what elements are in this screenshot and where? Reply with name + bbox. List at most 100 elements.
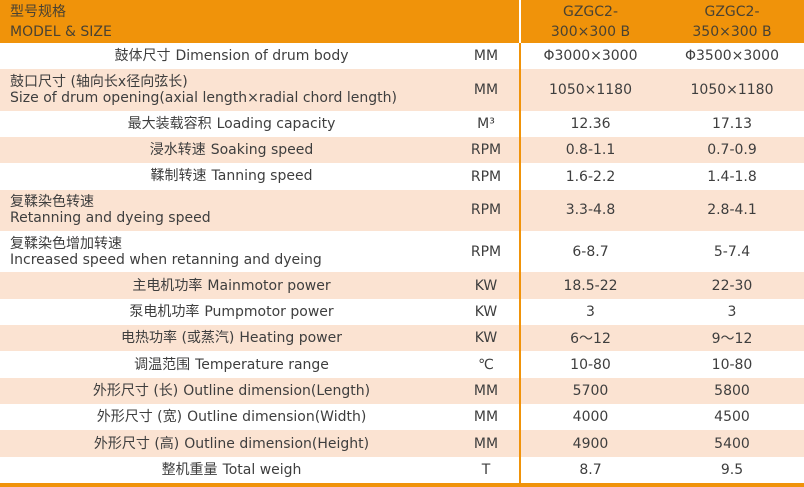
row-unit: ℃ (478, 356, 494, 373)
row-unit: RPM (470, 168, 502, 185)
header-title-cn: 型号规格 (10, 3, 66, 20)
row-label-cn: 复鞣染色增加转速 (10, 235, 122, 252)
row-label-cell: 电热功率 (或蒸汽) Heating power (0, 325, 453, 351)
row-unit: MM (473, 82, 499, 99)
row-label-en: Soaking speed (210, 142, 314, 159)
row-value-model-1: 4900 (519, 430, 660, 457)
row-value-model-2: 2.8-4.1 (707, 202, 757, 219)
row-label-en: Pumpmotor power (204, 303, 334, 320)
row-value-model-1: 5700 (519, 377, 660, 405)
row-value-model-1: 3.3-4.8 (519, 189, 660, 232)
row-unit: T (481, 461, 491, 478)
row-value-model-1: 0.8-1.1 (519, 137, 660, 164)
row-label-cn: 鞣制转速 (150, 168, 207, 185)
row-label-cn: 电热功率 (或蒸汽) (121, 330, 235, 347)
row-unit: MM (473, 435, 499, 452)
row-unit: RPM (470, 243, 502, 260)
row-value-model-1: 1.6-2.2 (519, 163, 660, 190)
row-label-cell: 复鞣染色转速 Retanning and dyeing speed (0, 190, 453, 231)
row-unit: KW (474, 277, 498, 294)
header-title-en: MODEL & SIZE (10, 23, 112, 40)
row-label-en: Dimension of drum body (175, 48, 349, 65)
table-row: 最大装载容积 Loading capacity M³ 12.36 17.13 (0, 110, 804, 138)
row-unit: MM (473, 48, 499, 65)
row-label-cell: 外形尺寸 (高) Outline dimension(Height) (0, 430, 453, 456)
row-label-cell: 泵电机功率 Pumpmotor power (0, 299, 453, 325)
row-label-cn: 浸水转速 (149, 142, 206, 159)
row-value-model-2: 5-7.4 (713, 243, 751, 260)
row-value-model-2: 3 (727, 303, 737, 320)
row-label-cell: 外形尺寸 (长) Outline dimension(Length) (0, 378, 453, 404)
model-1-name: GZGC2- (562, 3, 619, 20)
row-label-cell: 鞣制转速 Tanning speed (0, 163, 453, 189)
table-row: 复鞣染色转速 Retanning and dyeing speed RPM 3.… (0, 189, 804, 232)
row-label-en: Loading capacity (216, 115, 336, 132)
row-value-model-1: 10-80 (519, 351, 660, 378)
row-unit: RPM (470, 142, 502, 159)
row-value-model-1: Φ3000×3000 (519, 43, 660, 70)
row-value-model-2: 0.7-0.9 (707, 142, 757, 159)
row-unit: MM (473, 409, 499, 426)
row-value-model-2: 1050×1180 (690, 82, 774, 99)
model-2-name: GZGC2- (704, 3, 760, 20)
row-value-model-2: 4500 (714, 409, 750, 426)
row-value-model-2: 22-30 (711, 277, 753, 294)
table-row: 主电机功率 Mainmotor power KW 18.5-22 22-30 (0, 272, 804, 299)
row-label-en: Total weigh (222, 461, 302, 478)
row-label-cn: 最大装载容积 (127, 115, 212, 132)
row-label-en: Retanning and dyeing speed (10, 210, 211, 227)
row-unit: MM (473, 382, 499, 399)
row-unit: KW (474, 330, 498, 347)
row-label-cell: 鼓体尺寸 Dimension of drum body (0, 43, 453, 69)
header-col-model-1: GZGC2- 300×300 B (521, 0, 660, 43)
row-value-model-1: 6-8.7 (519, 231, 660, 273)
table-row: 电热功率 (或蒸汽) Heating power KW 6～12 9～12 (0, 325, 804, 352)
row-label-cn: 复鞣染色转速 (10, 194, 94, 211)
row-label-en: Outline dimension(Length) (183, 382, 371, 399)
row-label-cell: 鼓口尺寸 (轴向长x径向弦长) Size of drum opening(axi… (0, 69, 453, 110)
row-label-en: Temperature range (195, 356, 329, 373)
row-value-model-2: Φ3500×3000 (684, 48, 779, 65)
row-label-cell: 整机重量 Total weigh (0, 457, 453, 483)
model-1-size: 300×300 B (550, 23, 631, 40)
row-label-en: Mainmotor power (207, 277, 331, 294)
row-label-cn: 外形尺寸 (长) (92, 382, 179, 399)
row-label-cell: 外形尺寸 (宽) Outline dimension(Width) (0, 404, 453, 430)
row-value-model-1: 18.5-22 (519, 272, 660, 299)
row-value-model-1: 1050×1180 (519, 69, 660, 111)
row-label-cn: 主电机功率 (132, 277, 203, 294)
row-label-cell: 最大装载容积 Loading capacity (0, 111, 453, 137)
table-row: 鼓体尺寸 Dimension of drum body MM Φ3000×300… (0, 43, 804, 70)
row-label-cn: 鼓体尺寸 (114, 48, 171, 65)
header-model-size-cell: 型号规格 MODEL & SIZE (0, 0, 519, 43)
row-value-model-1: 3 (519, 298, 660, 326)
model-2-size: 350×300 B (692, 23, 772, 40)
row-label-cell: 复鞣染色增加转速 Increased speed when retanning … (0, 231, 453, 272)
row-value-model-1: 4000 (519, 404, 660, 431)
row-label-cn: 泵电机功率 (129, 303, 200, 320)
header-col-model-2: GZGC2- 350×300 B (660, 0, 804, 43)
row-label-cn: 调温范围 (134, 356, 191, 373)
table-row: 外形尺寸 (高) Outline dimension(Height) MM 49… (0, 430, 804, 457)
row-value-model-1: 12.36 (519, 110, 660, 138)
row-label-cell: 调温范围 Temperature range (0, 351, 453, 377)
row-label-cell: 主电机功率 Mainmotor power (0, 272, 453, 298)
table-row: 外形尺寸 (长) Outline dimension(Length) MM 57… (0, 377, 804, 405)
row-value-model-2: 5400 (714, 435, 750, 452)
row-unit: M³ (477, 115, 495, 132)
row-value-model-1: 6～12 (519, 325, 660, 352)
row-unit: RPM (470, 202, 502, 219)
row-unit: KW (474, 303, 498, 320)
table-row: 整机重量 Total weigh T 8.7 9.5 (0, 456, 804, 484)
bottom-accent-bar (0, 483, 804, 487)
row-value-model-1: 8.7 (519, 456, 660, 484)
row-label-en: Outline dimension(Height) (184, 435, 370, 452)
table-row: 鼓口尺寸 (轴向长x径向弦长) Size of drum opening(axi… (0, 69, 804, 111)
row-label-cn: 外形尺寸 (高) (93, 435, 180, 452)
row-label-en: Size of drum opening(axial length×radial… (10, 90, 397, 107)
table-row: 浸水转速 Soaking speed RPM 0.8-1.1 0.7-0.9 (0, 137, 804, 164)
row-label-en: Heating power (239, 330, 342, 347)
row-value-model-2: 5800 (714, 382, 750, 399)
row-value-model-2: 9.5 (720, 461, 744, 478)
